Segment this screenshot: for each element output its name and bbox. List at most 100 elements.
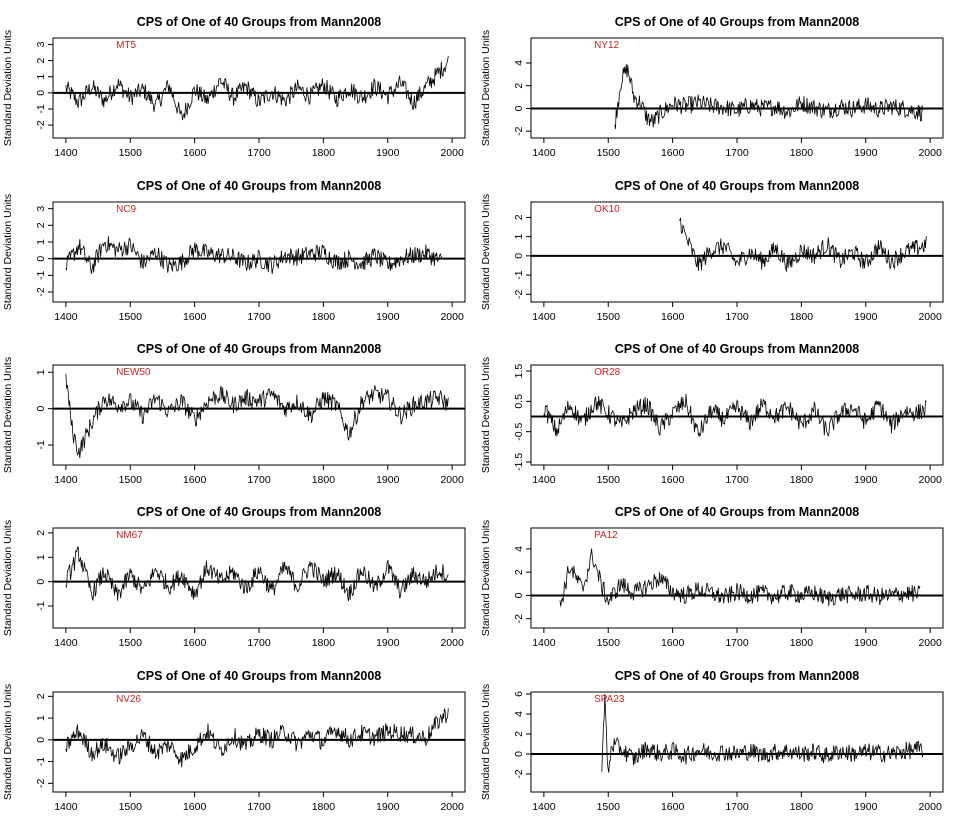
series-line (65, 56, 449, 121)
y-axis-label: Standard Deviation Units (2, 194, 14, 310)
x-tick-label: 1400 (532, 147, 556, 159)
y-tick-label: 1 (35, 554, 47, 560)
group-label: NC9 (116, 204, 136, 215)
x-tick-label: 1700 (725, 637, 749, 649)
y-tick-label: 1.5 (513, 364, 525, 379)
y-tick-label: 0 (35, 579, 47, 585)
y-tick-label: -1 (35, 440, 47, 449)
x-tick-label: 1400 (54, 637, 78, 649)
group-label: NEW50 (116, 367, 151, 378)
y-tick-label: 0 (513, 751, 525, 757)
plot-frame (530, 201, 944, 303)
chart-title: CPS of One of 40 Groups from Mann2008 (137, 179, 382, 193)
group-label: PA12 (594, 530, 618, 541)
y-axis-label: Standard Deviation Units (2, 684, 14, 800)
chart-panel-10: CPS of One of 40 Groups from Mann2008 Sta… (480, 669, 944, 813)
y-tick-label: 1 (35, 239, 47, 245)
y-tick-label: 4 (513, 711, 525, 717)
y-axis-label: Standard Deviation Units (2, 30, 14, 146)
x-tick-label: 1500 (119, 637, 143, 649)
y-tick-label: -2 (513, 126, 525, 135)
x-tick-label: 1700 (247, 311, 271, 323)
x-tick-label: 1800 (790, 637, 814, 649)
x-tick-label: 1600 (661, 474, 685, 486)
y-tick-label: 2 (35, 58, 47, 64)
x-tick-label: 1700 (725, 474, 749, 486)
y-tick-label: 3 (35, 206, 47, 212)
plot-frame (52, 37, 466, 139)
chart-panel-4: CPS of One of 40 Groups from Mann2008 Sta… (480, 179, 944, 323)
x-tick-label: 1800 (312, 637, 336, 649)
plot-frame (52, 691, 466, 793)
y-tick-label: 2 (35, 693, 47, 699)
y-tick-label: -2 (35, 778, 47, 787)
x-tick-label: 1500 (597, 474, 621, 486)
x-tick-label: 1400 (532, 801, 556, 813)
x-tick-label: 1400 (54, 801, 78, 813)
x-tick-label: 1400 (54, 311, 78, 323)
y-tick-label: -1 (35, 757, 47, 766)
chart-panel-8: CPS of One of 40 Groups from Mann2008 Sta… (480, 505, 944, 649)
chart-panel-1: CPS of One of 40 Groups from Mann2008 Sta… (2, 15, 466, 159)
chart-panel-9: CPS of One of 40 Groups from Mann2008 Sta… (2, 669, 466, 813)
chart-title: CPS of One of 40 Groups from Mann2008 (137, 669, 382, 683)
chart-title: CPS of One of 40 Groups from Mann2008 (137, 342, 382, 356)
x-tick-label: 1400 (54, 474, 78, 486)
y-tick-label: 0 (513, 253, 525, 259)
y-tick-label: 2 (35, 530, 47, 536)
x-tick-label: 1500 (119, 147, 143, 159)
chart-title: CPS of One of 40 Groups from Mann2008 (615, 179, 860, 193)
x-tick-label: 1500 (597, 147, 621, 159)
y-tick-label: -2 (513, 289, 525, 298)
x-tick-label: 2000 (440, 147, 464, 159)
x-tick-label: 1900 (854, 637, 878, 649)
x-tick-label: 1800 (790, 147, 814, 159)
y-tick-label: 4 (513, 546, 525, 552)
x-tick-label: 1400 (54, 147, 78, 159)
y-tick-label: 0 (513, 105, 525, 111)
x-tick-label: 1400 (532, 637, 556, 649)
x-tick-label: 1700 (247, 801, 271, 813)
x-tick-label: 2000 (918, 637, 942, 649)
y-axis-label: Standard Deviation Units (480, 684, 492, 800)
x-tick-label: 2000 (440, 474, 464, 486)
x-tick-label: 1500 (597, 801, 621, 813)
x-tick-label: 1600 (183, 147, 207, 159)
x-tick-label: 1800 (312, 311, 336, 323)
x-tick-label: 1900 (376, 801, 400, 813)
x-tick-label: 1700 (247, 637, 271, 649)
group-label: SPA23 (594, 694, 625, 705)
plot-frame (52, 527, 466, 629)
y-tick-label: 2 (513, 83, 525, 89)
series-line (65, 546, 449, 601)
y-tick-label: 2 (513, 569, 525, 575)
x-tick-label: 1600 (661, 637, 685, 649)
y-tick-label: 0 (513, 592, 525, 598)
x-tick-label: 1800 (312, 147, 336, 159)
series-line (543, 393, 927, 438)
y-tick-label: -2 (513, 614, 525, 623)
x-tick-label: 1600 (661, 801, 685, 813)
chart-title: CPS of One of 40 Groups from Mann2008 (615, 15, 860, 29)
x-tick-label: 2000 (918, 474, 942, 486)
y-axis-label: Standard Deviation Units (480, 357, 492, 473)
group-label: NV26 (116, 694, 141, 705)
y-tick-label: -2 (35, 120, 47, 129)
x-tick-label: 1500 (597, 637, 621, 649)
y-tick-label: -1 (35, 104, 47, 113)
x-tick-label: 1400 (532, 311, 556, 323)
y-axis-label: Standard Deviation Units (480, 30, 492, 146)
x-tick-label: 1900 (376, 637, 400, 649)
group-label: MT5 (116, 40, 136, 51)
x-tick-label: 1900 (376, 311, 400, 323)
x-tick-label: 1500 (119, 311, 143, 323)
x-tick-label: 2000 (918, 311, 942, 323)
y-tick-label: 1 (35, 715, 47, 721)
x-tick-label: 1900 (854, 311, 878, 323)
x-tick-label: 1800 (790, 801, 814, 813)
y-tick-label: -1 (35, 271, 47, 280)
x-tick-label: 1700 (247, 474, 271, 486)
y-tick-label: 1 (513, 234, 525, 240)
x-tick-label: 1800 (790, 311, 814, 323)
